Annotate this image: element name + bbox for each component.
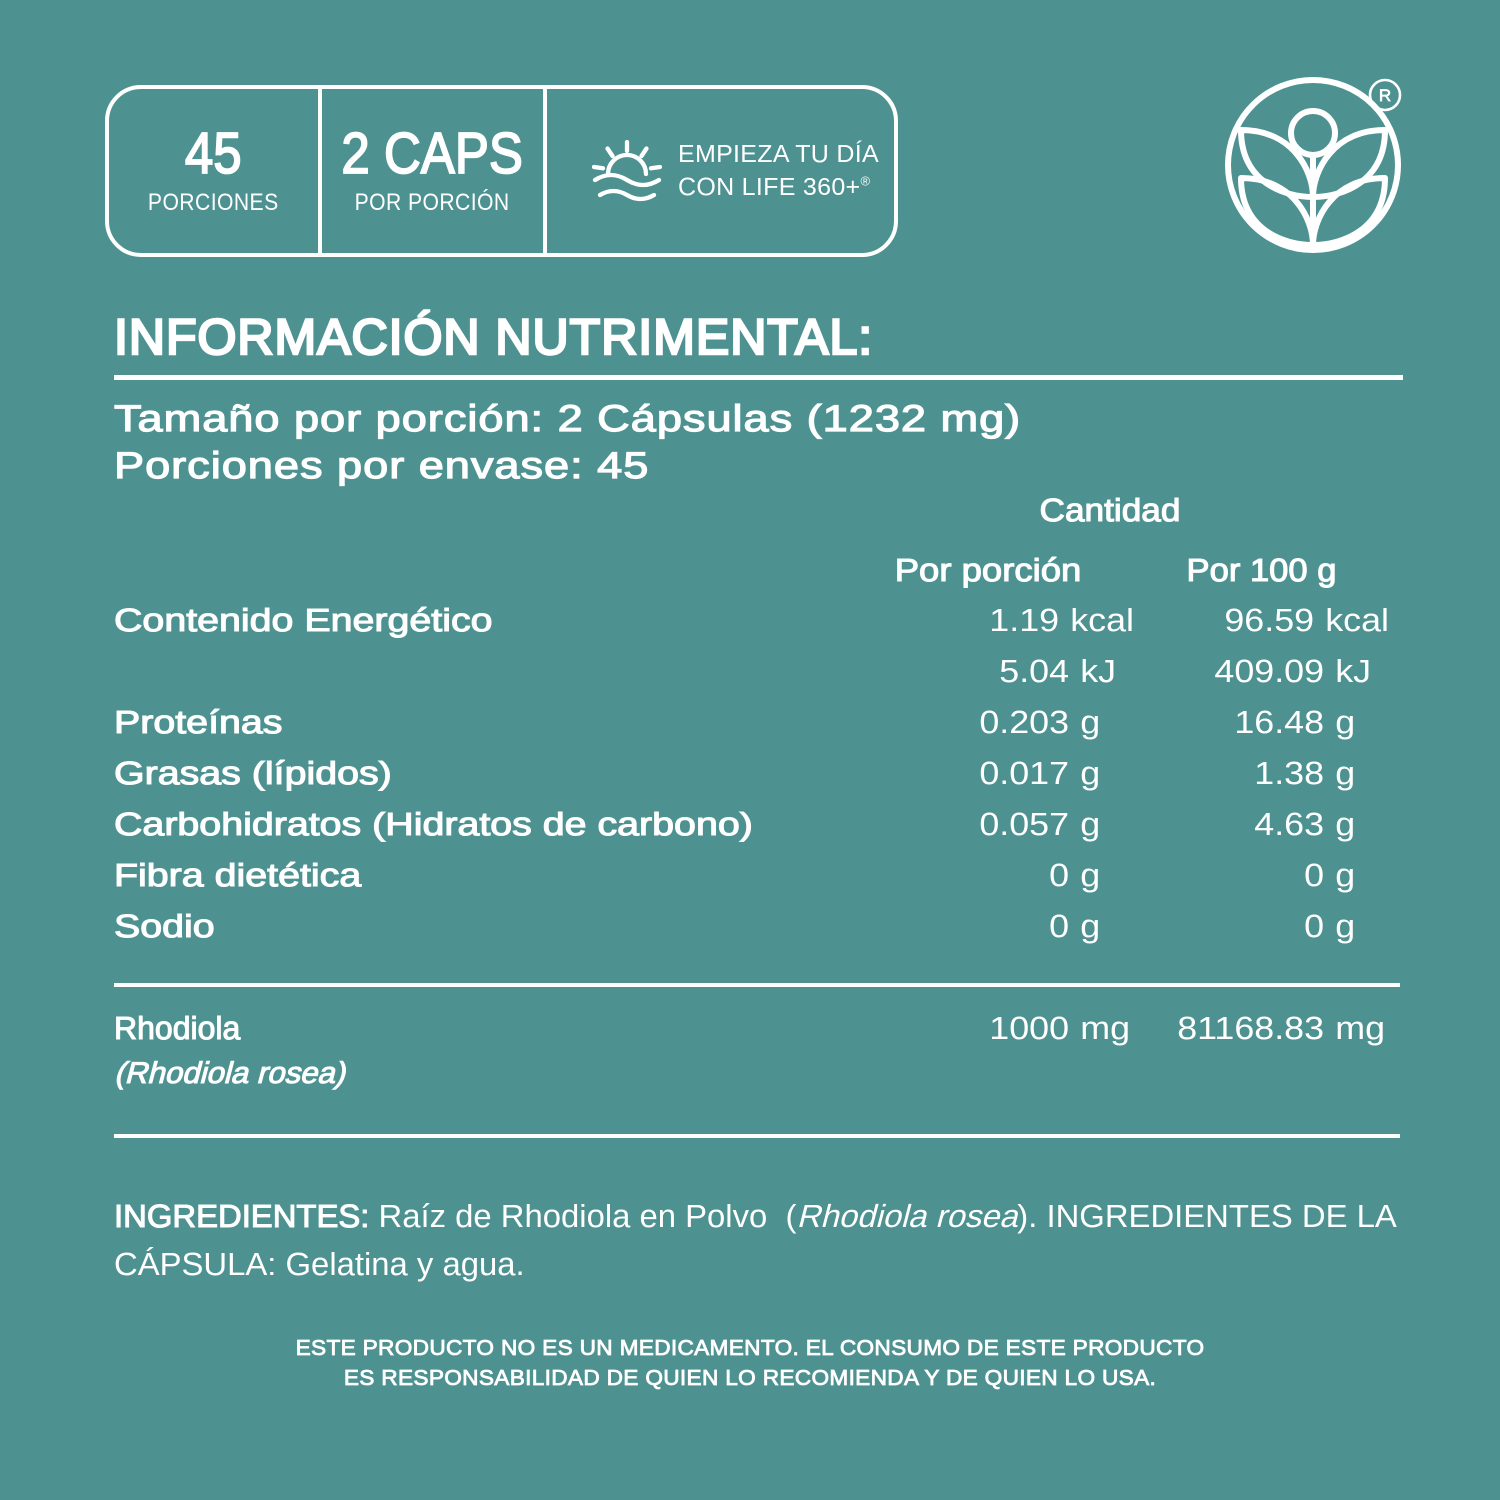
svg-text:R: R	[1379, 86, 1392, 105]
